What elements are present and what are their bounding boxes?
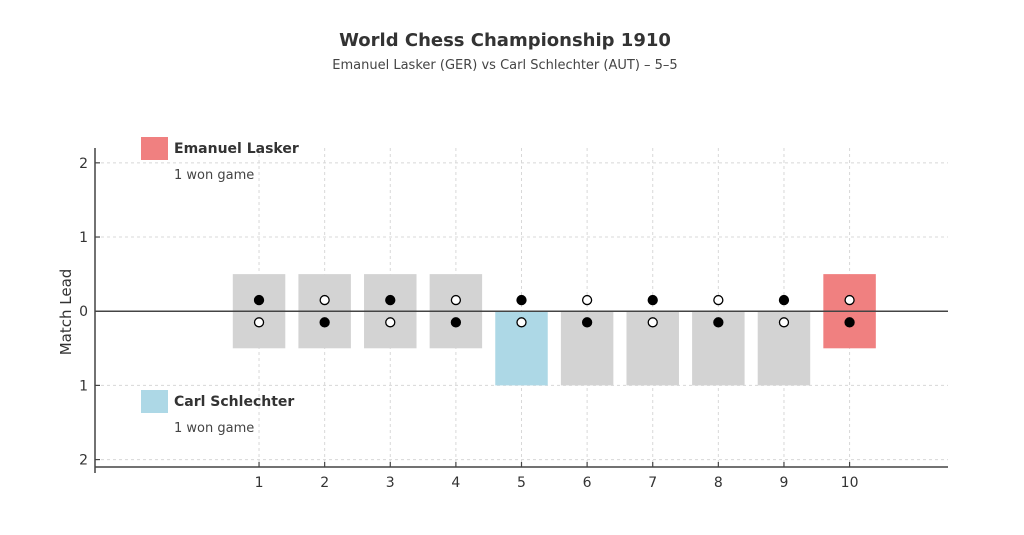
y-tick-label: 2 bbox=[79, 453, 88, 469]
legend-name: Carl Schlechter bbox=[174, 394, 294, 410]
black-piece-marker bbox=[713, 317, 724, 328]
y-axis-label: Match Lead bbox=[57, 269, 75, 356]
white-piece-marker bbox=[516, 317, 527, 328]
white-piece-marker bbox=[581, 294, 593, 306]
x-tick-label: 9 bbox=[780, 475, 789, 491]
white-piece-marker bbox=[778, 317, 790, 328]
x-tick-label: 8 bbox=[714, 475, 723, 491]
x-tick-label: 1 bbox=[255, 475, 264, 491]
x-tick-label: 7 bbox=[648, 475, 657, 491]
white-piece-marker bbox=[844, 294, 855, 306]
x-tick-label: 3 bbox=[386, 475, 395, 491]
legend-name: Emanuel Lasker bbox=[174, 141, 299, 157]
x-tick-label: 10 bbox=[841, 475, 859, 491]
black-piece-marker bbox=[581, 317, 593, 328]
chart-title: World Chess Championship 1910 bbox=[339, 30, 671, 51]
x-tick-label: 6 bbox=[583, 475, 592, 491]
grid-lines bbox=[95, 148, 948, 467]
black-piece-marker bbox=[778, 294, 790, 306]
y-tick-label: 2 bbox=[79, 156, 88, 172]
piece-markers bbox=[253, 294, 855, 328]
x-tick-label: 4 bbox=[451, 475, 460, 491]
white-piece-marker bbox=[253, 317, 265, 328]
black-piece-marker bbox=[516, 294, 527, 306]
x-tick-label: 2 bbox=[320, 475, 329, 491]
y-tick-label: 0 bbox=[79, 304, 88, 320]
legend-swatch-1 bbox=[141, 390, 168, 413]
white-piece-marker bbox=[319, 294, 330, 306]
bars bbox=[232, 274, 876, 386]
legend-swatch-0 bbox=[141, 137, 168, 160]
black-piece-marker bbox=[385, 294, 396, 306]
x-tick-label: 5 bbox=[517, 475, 526, 491]
legend-subtext: 1 won game bbox=[174, 421, 254, 436]
white-piece-marker bbox=[713, 294, 724, 306]
black-piece-marker bbox=[450, 317, 462, 328]
legend-subtext: 1 won game bbox=[174, 168, 254, 183]
black-piece-marker bbox=[647, 294, 658, 306]
chart-subtitle: Emanuel Lasker (GER) vs Carl Schlechter … bbox=[332, 58, 678, 73]
white-piece-marker bbox=[647, 317, 658, 328]
y-tick-label: 1 bbox=[79, 378, 88, 394]
black-piece-marker bbox=[319, 317, 330, 328]
legend: Emanuel Lasker 1 won game Carl Schlechter 1… bbox=[141, 137, 299, 436]
white-piece-marker bbox=[385, 317, 396, 328]
y-tick-label: 1 bbox=[79, 230, 88, 246]
white-piece-marker bbox=[450, 294, 462, 306]
black-piece-marker bbox=[253, 294, 265, 306]
black-piece-marker bbox=[844, 317, 855, 328]
